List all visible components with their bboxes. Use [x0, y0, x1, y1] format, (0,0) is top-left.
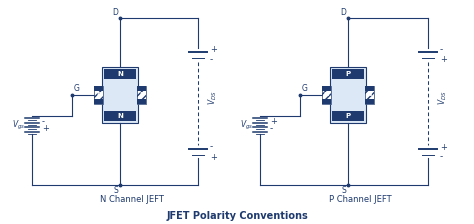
Text: P: P — [346, 113, 351, 119]
Text: $V_{gs}$: $V_{gs}$ — [12, 118, 26, 131]
Bar — [365, 86, 374, 104]
Text: S: S — [113, 186, 118, 195]
Text: S: S — [341, 186, 346, 195]
Text: +: + — [210, 45, 217, 54]
Text: P Channel JEFT: P Channel JEFT — [328, 196, 392, 205]
Text: +: + — [270, 117, 277, 126]
Text: +: + — [440, 56, 447, 65]
Text: D: D — [340, 8, 346, 17]
Bar — [322, 86, 331, 104]
Text: -: - — [270, 124, 273, 133]
Bar — [332, 111, 364, 121]
Text: P: P — [346, 71, 351, 77]
Text: $V_{DS}$: $V_{DS}$ — [207, 90, 219, 105]
Text: JFET Polarity Conventions: JFET Polarity Conventions — [166, 211, 308, 221]
Bar — [137, 86, 146, 104]
Text: D: D — [112, 8, 118, 17]
Text: N: N — [117, 113, 123, 119]
Bar — [104, 111, 136, 121]
Text: -: - — [210, 142, 213, 151]
Text: +: + — [210, 153, 217, 162]
Text: +: + — [440, 142, 447, 151]
Bar — [94, 86, 103, 104]
Bar — [365, 86, 374, 104]
Text: $V_{gs}$: $V_{gs}$ — [240, 118, 254, 131]
Bar — [137, 86, 146, 104]
Text: G: G — [302, 84, 308, 93]
Bar — [322, 86, 331, 91]
Text: +: + — [42, 124, 49, 133]
Bar — [104, 69, 136, 79]
Text: -: - — [42, 117, 45, 126]
Bar — [102, 67, 138, 123]
Bar — [94, 99, 103, 104]
Bar — [137, 86, 146, 91]
Text: -: - — [440, 45, 443, 54]
Bar — [94, 86, 103, 104]
Text: N Channel JEFT: N Channel JEFT — [100, 196, 164, 205]
Text: G: G — [74, 84, 80, 93]
Bar — [365, 86, 374, 91]
Bar — [332, 69, 364, 79]
Text: P: P — [139, 93, 144, 97]
Text: -: - — [440, 153, 443, 162]
Text: -: - — [210, 56, 213, 65]
Bar — [94, 86, 103, 91]
Bar — [365, 99, 374, 104]
Bar — [322, 86, 331, 104]
Text: $V_{DS}$: $V_{DS}$ — [437, 90, 449, 105]
Bar — [322, 99, 331, 104]
Text: P: P — [96, 93, 101, 97]
Text: N: N — [324, 93, 329, 97]
Text: N: N — [367, 93, 372, 97]
Bar — [137, 99, 146, 104]
Bar — [330, 67, 366, 123]
Text: N: N — [117, 71, 123, 77]
